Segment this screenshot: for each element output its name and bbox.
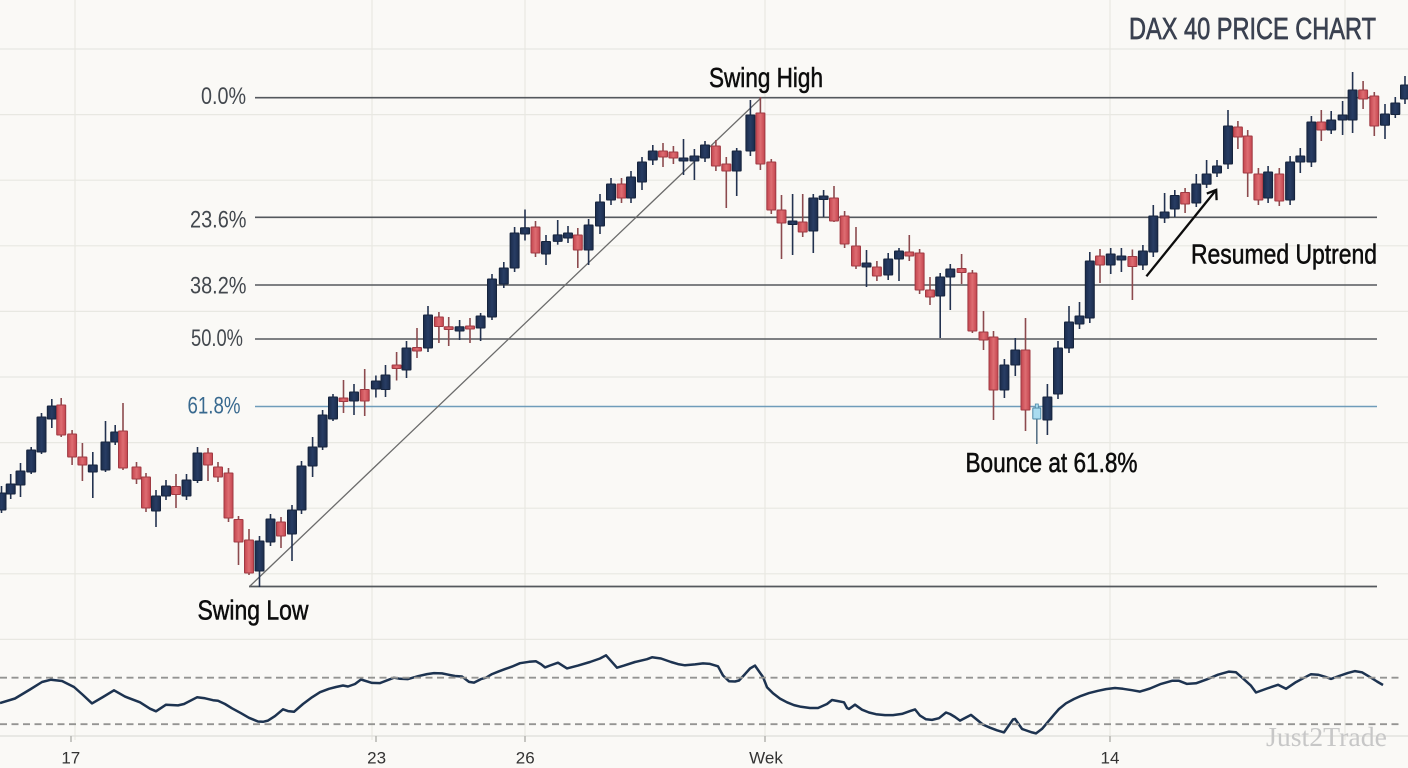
svg-text:Swing Low: Swing Low bbox=[198, 595, 310, 626]
svg-text:0.0%: 0.0% bbox=[201, 83, 246, 110]
svg-text:26: 26 bbox=[516, 749, 535, 768]
svg-text:50.0%: 50.0% bbox=[191, 325, 243, 352]
svg-text:Resumed Uptrend: Resumed Uptrend bbox=[1191, 239, 1377, 270]
svg-text:Wek: Wek bbox=[749, 749, 783, 768]
svg-text:61.8%: 61.8% bbox=[188, 393, 241, 420]
svg-text:Bounce at 61.8%: Bounce at 61.8% bbox=[966, 447, 1138, 478]
svg-text:Just2Trade: Just2Trade bbox=[1266, 722, 1387, 752]
svg-text:38.2%: 38.2% bbox=[190, 273, 247, 300]
svg-text:14: 14 bbox=[1101, 749, 1120, 768]
svg-text:DAX 40 PRICE CHART: DAX 40 PRICE CHART bbox=[1129, 12, 1376, 46]
svg-text:23.6%: 23.6% bbox=[190, 207, 247, 234]
svg-text:17: 17 bbox=[61, 749, 80, 768]
svg-text:23: 23 bbox=[367, 749, 386, 768]
svg-text:Swing High: Swing High bbox=[709, 62, 823, 93]
